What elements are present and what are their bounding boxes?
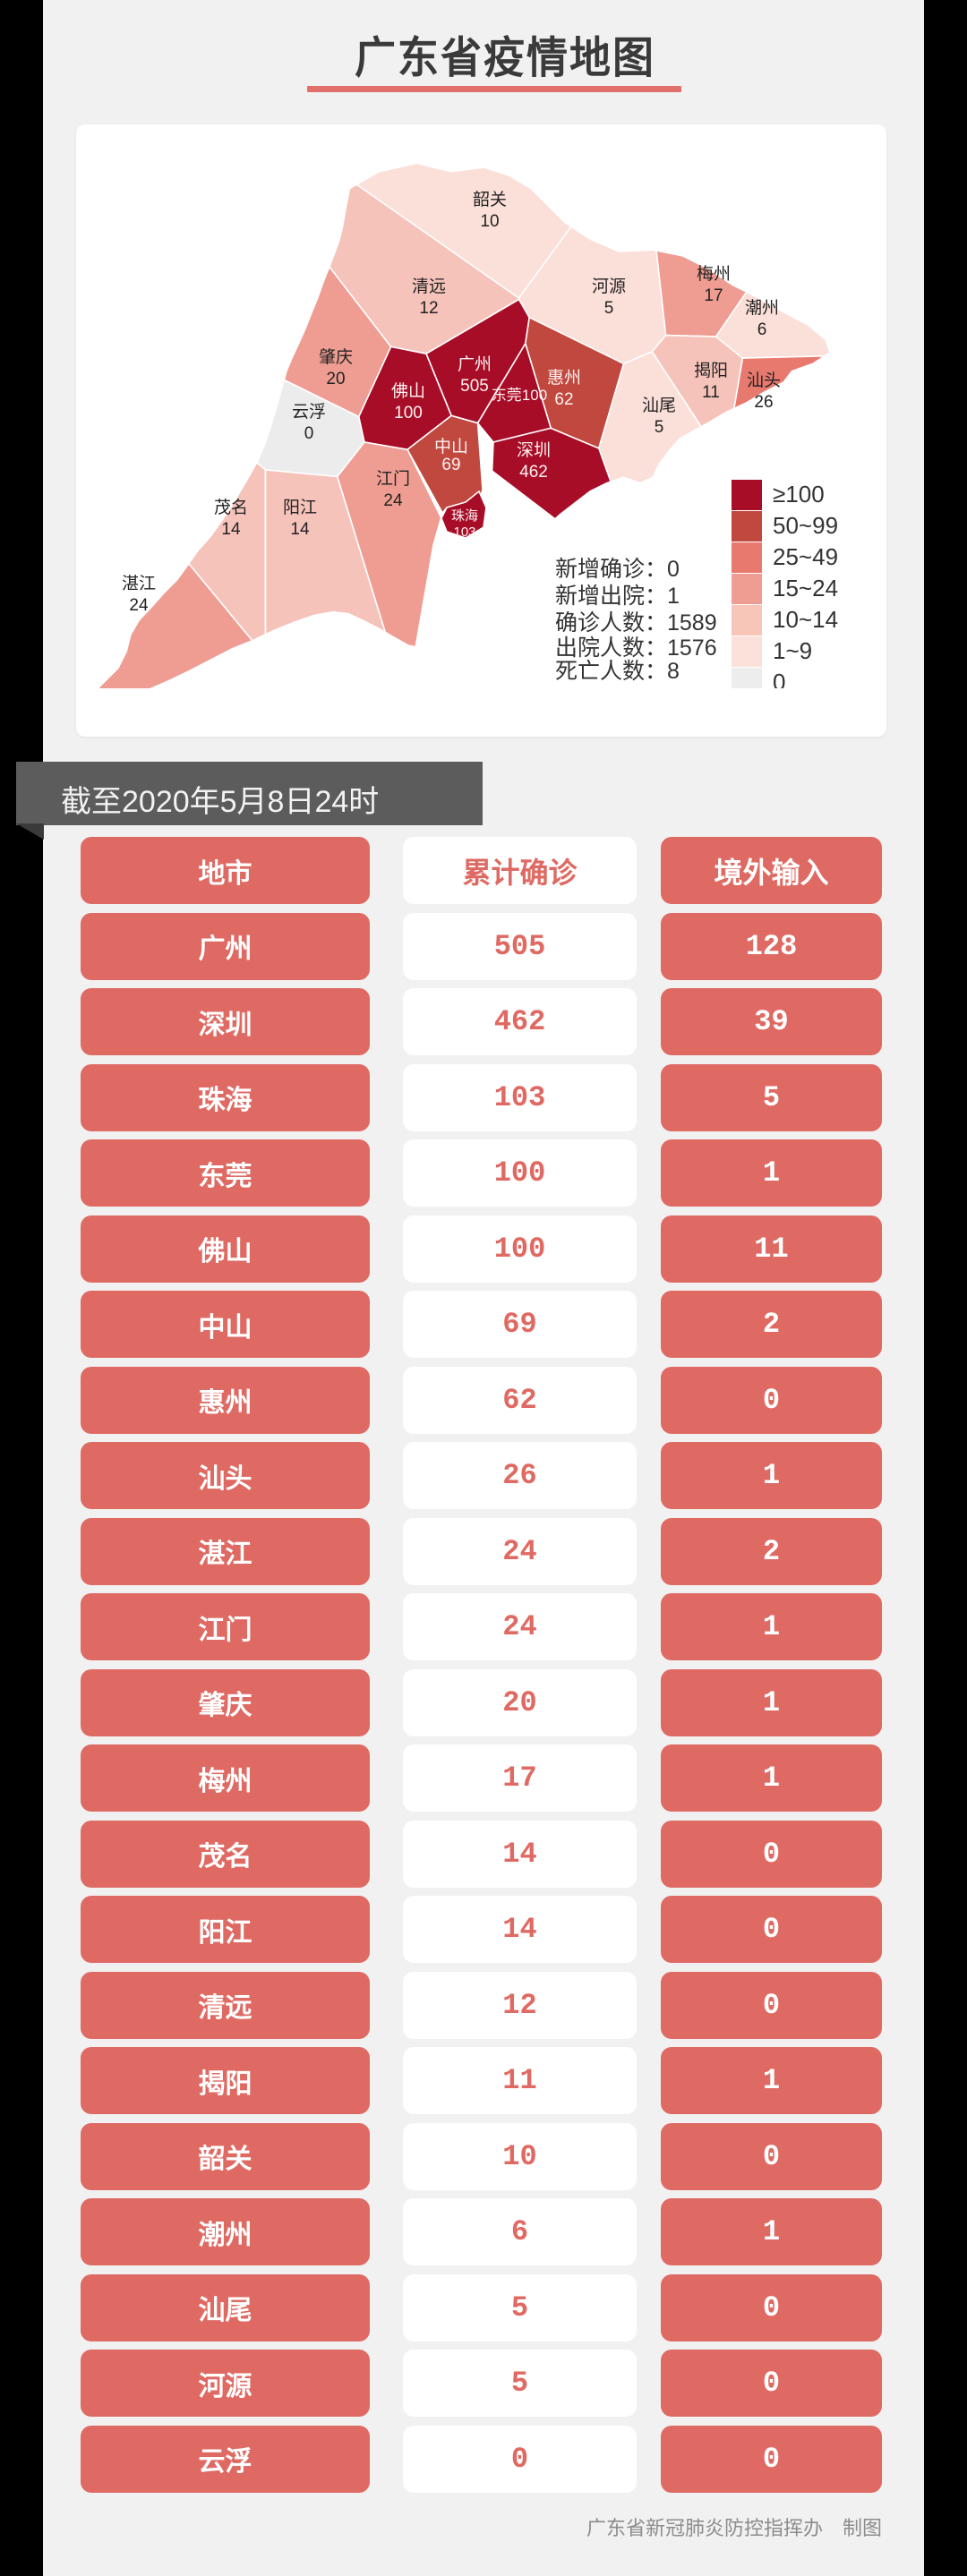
svg-text:新增确诊：0: 新增确诊：0 — [555, 557, 680, 582]
svg-text:100: 100 — [394, 404, 423, 422]
svg-text:深圳: 深圳 — [517, 440, 551, 460]
svg-text:462: 462 — [519, 463, 548, 482]
svg-text:69: 69 — [441, 456, 460, 474]
svg-text:10: 10 — [480, 212, 499, 231]
svg-text:25~49: 25~49 — [773, 543, 838, 570]
svg-text:62: 62 — [554, 390, 573, 409]
svg-text:0: 0 — [773, 669, 785, 688]
svg-text:揭阳: 揭阳 — [694, 361, 728, 380]
svg-text:阳江: 阳江 — [283, 498, 317, 517]
svg-text:河源: 河源 — [592, 277, 626, 296]
svg-text:10~14: 10~14 — [773, 606, 838, 633]
svg-text:103: 103 — [453, 525, 475, 540]
svg-text:12: 12 — [419, 299, 438, 318]
svg-text:20: 20 — [326, 370, 345, 388]
svg-text:惠州: 惠州 — [547, 368, 581, 388]
svg-text:东莞100: 东莞100 — [492, 387, 547, 404]
svg-text:24: 24 — [129, 596, 149, 615]
svg-text:6: 6 — [757, 320, 767, 339]
svg-text:确诊人数：1589: 确诊人数：1589 — [555, 610, 717, 635]
svg-text:15~24: 15~24 — [773, 575, 838, 601]
svg-text:云浮: 云浮 — [292, 402, 326, 422]
svg-text:505: 505 — [460, 377, 489, 396]
svg-text:湛江: 湛江 — [122, 574, 156, 593]
svg-text:肇庆: 肇庆 — [319, 347, 353, 367]
svg-text:茂名: 茂名 — [214, 498, 248, 517]
svg-text:新增出院：1: 新增出院：1 — [555, 584, 680, 609]
svg-text:珠海: 珠海 — [451, 508, 478, 524]
svg-text:潮州: 潮州 — [745, 298, 779, 318]
svg-text:≥100: ≥100 — [773, 481, 825, 508]
svg-text:江门: 江门 — [376, 469, 410, 489]
svg-text:清远: 清远 — [412, 277, 446, 296]
svg-text:5: 5 — [604, 299, 614, 318]
svg-text:17: 17 — [704, 286, 723, 305]
svg-text:汕尾: 汕尾 — [642, 396, 676, 415]
svg-text:梅州: 梅州 — [697, 264, 731, 284]
svg-text:汕头: 汕头 — [747, 371, 781, 390]
svg-text:11: 11 — [702, 383, 720, 402]
svg-text:50~99: 50~99 — [773, 512, 838, 539]
svg-text:5: 5 — [655, 418, 664, 437]
svg-text:广州: 广州 — [458, 354, 492, 374]
svg-text:26: 26 — [754, 393, 773, 412]
svg-text:佛山: 佛山 — [391, 381, 425, 401]
svg-text:韶关: 韶关 — [473, 190, 507, 209]
svg-text:1~9: 1~9 — [773, 637, 812, 664]
svg-text:中山: 中山 — [434, 437, 468, 456]
svg-text:0: 0 — [304, 424, 314, 443]
svg-text:14: 14 — [290, 520, 310, 539]
svg-text:14: 14 — [221, 520, 241, 539]
svg-text:24: 24 — [383, 491, 403, 510]
svg-text:死亡人数：8: 死亡人数：8 — [555, 659, 680, 684]
svg-text:出院人数：1576: 出院人数：1576 — [555, 635, 717, 661]
